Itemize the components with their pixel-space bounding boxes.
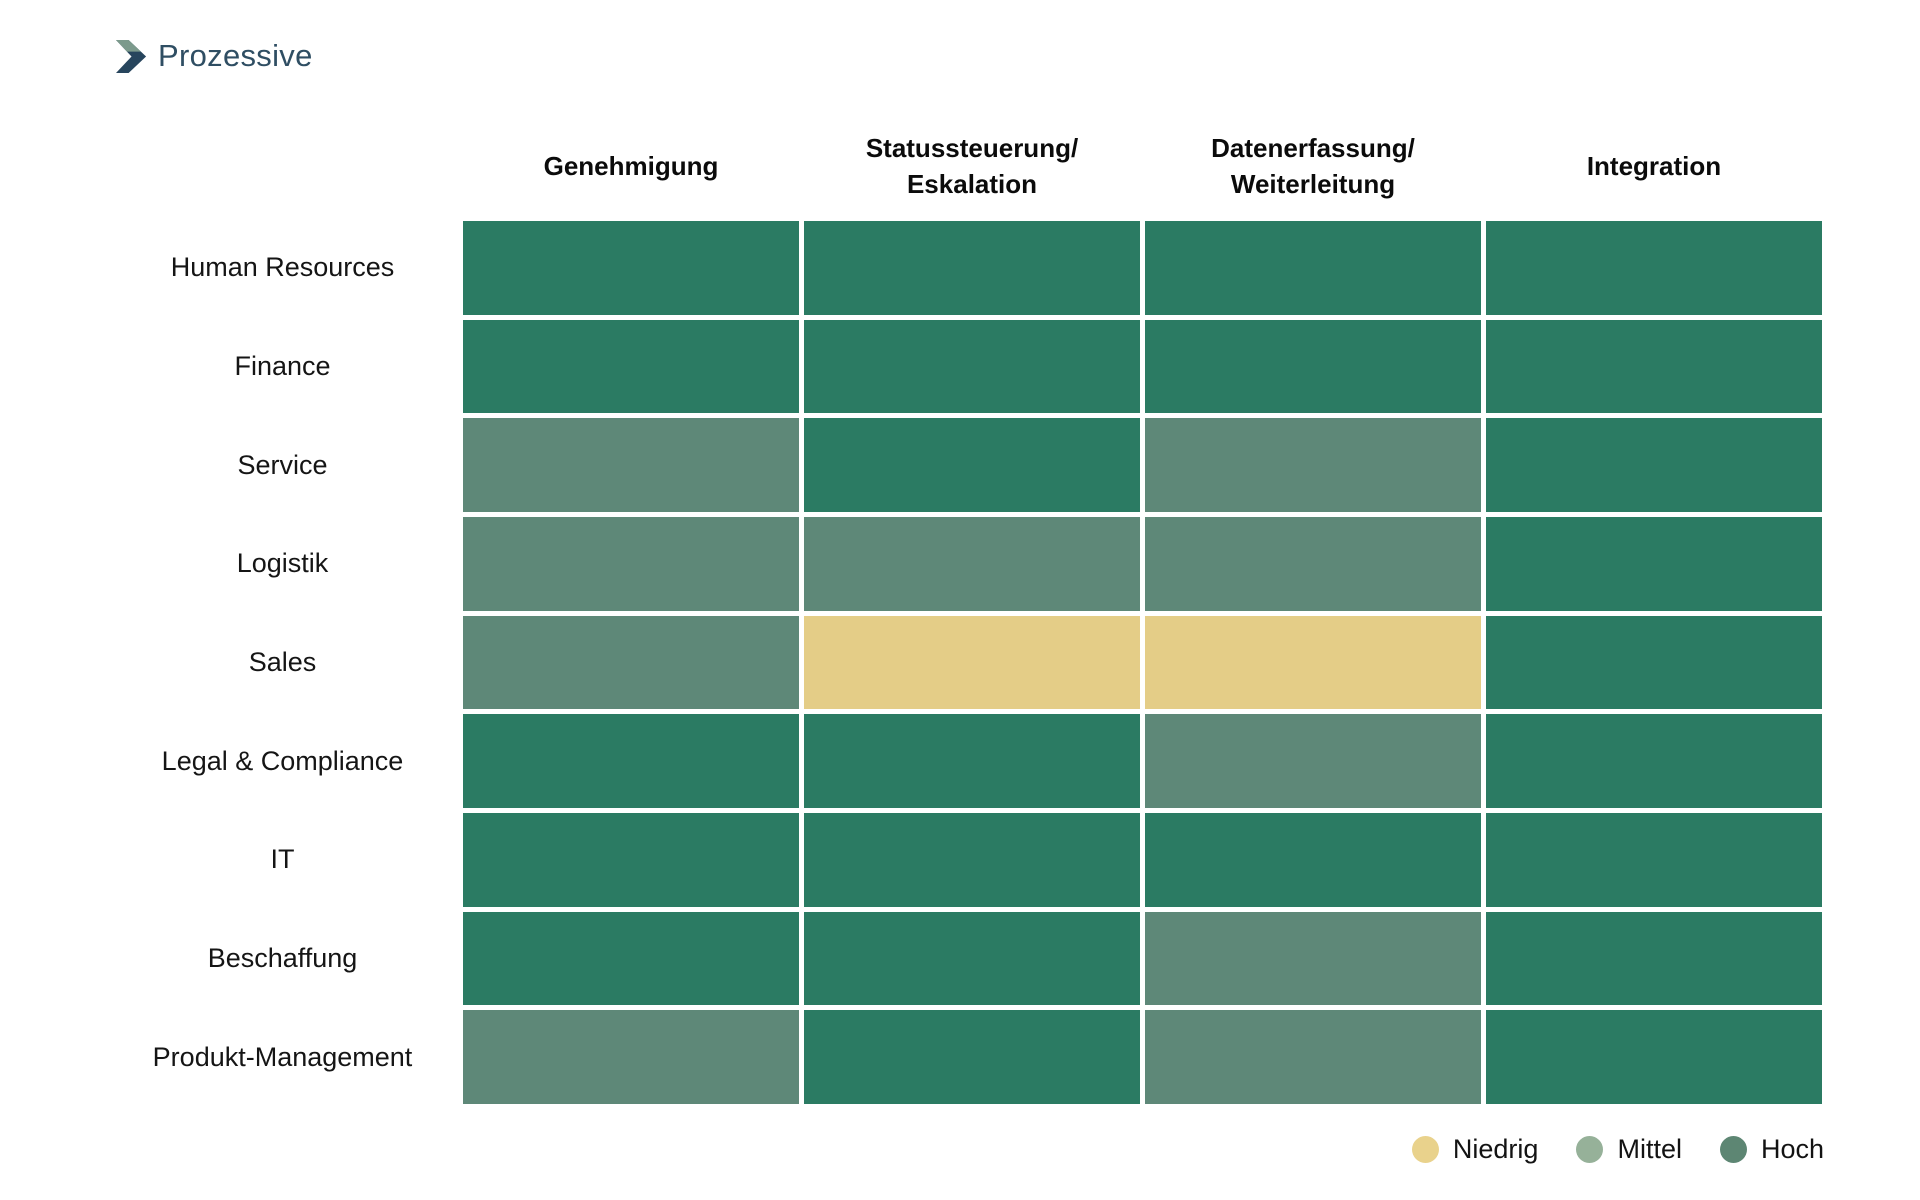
row-label-8: Beschaffung	[207, 942, 358, 973]
heatmap-cell	[463, 714, 799, 808]
heatmap-cell	[1486, 812, 1822, 907]
heatmap-cell	[463, 911, 799, 1006]
legend-dot-niedrig-icon	[1411, 1136, 1439, 1163]
heatmap-cell	[1145, 812, 1481, 907]
heatmap-grid	[463, 221, 1822, 1104]
heatmap-cell	[804, 812, 1140, 907]
row-label-1: Human Resources	[170, 252, 395, 283]
legend-dot-hoch-icon	[1719, 1136, 1747, 1163]
heatmap-cell	[1486, 615, 1822, 710]
row-label-2: Finance	[234, 350, 331, 381]
heatmap-cell	[1145, 1010, 1481, 1104]
heatmap-cell	[1486, 1010, 1822, 1104]
row-label-6: Legal & Compliance	[161, 745, 404, 776]
heatmap-cell	[1145, 319, 1481, 414]
heatmap-cell	[804, 319, 1140, 414]
row-label-5: Sales	[248, 646, 317, 677]
heatmap-cell	[1145, 911, 1481, 1006]
heatmap-cell	[1486, 418, 1822, 512]
heatmap-cell	[804, 418, 1140, 512]
heatmap-cell	[463, 418, 799, 512]
legend: Niedrig Mittel Hoch	[1411, 1134, 1824, 1165]
heatmap-cell	[463, 812, 799, 907]
legend-item-mittel: Mittel	[1576, 1134, 1682, 1165]
legend-item-niedrig: Niedrig	[1411, 1134, 1539, 1165]
legend-dot-mittel-icon	[1576, 1136, 1604, 1163]
legend-label: Mittel	[1617, 1134, 1682, 1164]
heatmap-cell	[1145, 418, 1481, 512]
row-label-9: Produkt-Management	[152, 1041, 413, 1072]
heatmap-cell	[1486, 911, 1822, 1006]
heatmap-cell	[1486, 319, 1822, 414]
heatmap-cell	[804, 714, 1140, 808]
legend-label: Niedrig	[1452, 1134, 1539, 1164]
column-header-1: Genehmigung	[543, 150, 719, 181]
heatmap-cell	[804, 615, 1140, 710]
legend-item-hoch: Hoch	[1719, 1134, 1824, 1165]
heatmap-cell	[1486, 516, 1822, 611]
heatmap-cell	[804, 221, 1140, 315]
brand-name: Prozessive	[158, 38, 313, 73]
heatmap-cell	[1145, 615, 1481, 710]
heatmap-cell	[463, 516, 799, 611]
heatmap-cell	[1145, 516, 1481, 611]
column-header-3: Datenerfassung/ Weiterleitung	[1211, 132, 1415, 199]
row-label-7: IT	[270, 844, 295, 875]
heatmap-cell	[1145, 221, 1481, 315]
heatmap-cell	[1145, 714, 1481, 808]
row-label-3: Service	[237, 449, 328, 480]
heatmap-cell	[1486, 221, 1822, 315]
heatmap-cell	[463, 1010, 799, 1104]
heatmap-cell	[804, 1010, 1140, 1104]
column-headers: Genehmigung Statussteuerung/ Eskalation Da…	[463, 116, 1822, 216]
brand-logo: Prozessive	[116, 38, 313, 74]
heatmap-cell	[804, 516, 1140, 611]
heatmap-cell	[1486, 714, 1822, 808]
column-header-2: Statussteuerung/ Eskalation	[865, 132, 1079, 199]
heatmap-cell	[804, 911, 1140, 1006]
brand-chevron-icon	[116, 39, 147, 73]
column-header-4: Integration	[1586, 150, 1722, 181]
heatmap-cell	[463, 615, 799, 710]
row-label-4: Logistik	[236, 548, 329, 579]
heatmap-cell	[463, 221, 799, 315]
legend-label: Hoch	[1760, 1134, 1824, 1164]
heatmap-cell	[463, 319, 799, 414]
row-labels: Human Resources Finance Service Logistik Sal…	[110, 221, 455, 1104]
